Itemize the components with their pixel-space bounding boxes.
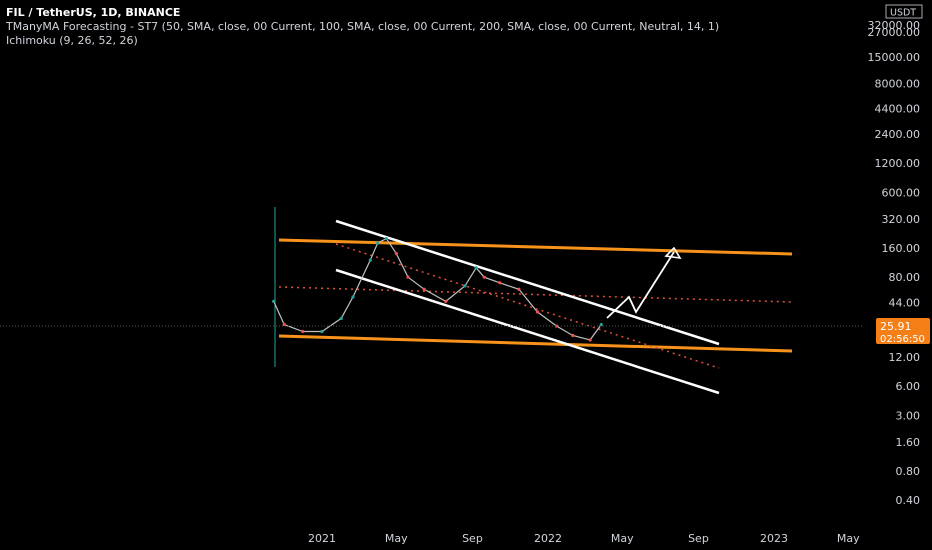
y-tick-label: 8000.00 [875,77,921,90]
y-tick-label: 4400.00 [875,103,921,116]
orange-upper-trendline[interactable] [278,238,793,256]
symbol-title[interactable]: FIL / TetherUS, 1D, BINANCE [6,6,181,19]
x-axis[interactable]: 2021 May Sep 2022 May Sep 2023 May [308,532,860,545]
drawing-layer[interactable] [274,207,793,395]
white-channel-lower[interactable] [335,268,720,395]
price-badge-countdown: 02:56:50 [880,334,925,345]
currency-label: USDT [885,4,923,19]
price-point [351,295,355,299]
dotted-channel-mid-line[interactable] [335,243,720,369]
y-tick-label: 3.00 [896,409,921,422]
price-point [444,299,448,303]
price-point [384,237,388,241]
price-point [282,322,286,327]
price-point [376,241,380,245]
dotted-mid-line[interactable] [278,286,793,303]
price-point [394,252,398,256]
forecast-arrow-path[interactable] [606,251,675,319]
svg-text:USDT: USDT [890,8,916,19]
y-tick-label: 32000.00 [868,19,921,32]
x-tick-label: Sep [462,532,483,545]
price-point [535,310,540,314]
y-tick-label: 1200.00 [875,157,921,170]
white-channel-upper[interactable] [335,219,720,346]
x-tick-label: Sep [688,532,709,545]
series-layer [272,237,603,342]
y-tick-label: 1.60 [896,436,921,449]
y-tick-label: 160.00 [882,242,921,255]
price-point [571,333,575,338]
price-point [320,329,324,334]
y-tick-label: 6.00 [896,380,921,393]
x-tick-label: May [837,532,860,545]
y-tick-label: 320.00 [882,213,921,226]
y-tick-label: 80.00 [889,271,921,284]
price-point [406,275,410,279]
x-tick-label: 2022 [534,532,562,545]
price-point [588,338,592,342]
x-tick-label: 2021 [308,532,336,545]
price-badge: 25.91 02:56:50 [876,318,930,345]
x-tick-label: May [611,532,634,545]
y-tick-label: 12.00 [889,351,921,364]
x-tick-label: May [385,532,408,545]
price-point [599,323,603,327]
y-tick-label: 2400.00 [875,128,921,141]
price-point [463,284,467,288]
price-point [339,316,343,321]
y-tick-label: 15000.00 [868,51,921,64]
x-tick-label: 2023 [760,532,788,545]
y-tick-label: 27000.00 [868,26,921,39]
price-point [498,281,502,285]
price-point [301,329,305,334]
price-point [368,258,372,262]
price-point [422,287,426,291]
price-point [555,324,559,328]
chart-header: FIL / TetherUS, 1D, BINANCE TManyMA Fore… [6,6,719,48]
orange-lower-trendline[interactable] [278,334,793,353]
indicator-manyma[interactable]: TManyMA Forecasting - ST7 (50, SMA, clos… [6,20,720,33]
price-point [482,275,486,279]
y-tick-label: 0.40 [896,494,921,507]
price-point [474,266,478,270]
y-tick-label: 600.00 [882,186,921,199]
indicator-ichimoku[interactable]: Ichimoku (9, 26, 52, 26) [6,34,138,47]
arrow-head-icon [664,246,682,260]
price-badge-value: 25.91 [880,320,912,333]
price-point [272,299,276,303]
y-tick-label: 0.80 [896,465,921,478]
y-tick-label: 44.00 [889,296,921,309]
price-point [517,287,521,291]
